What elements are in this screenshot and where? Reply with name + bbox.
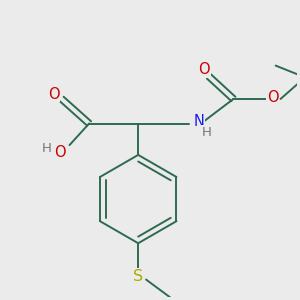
- Text: N: N: [193, 114, 204, 129]
- Text: O: O: [48, 87, 60, 102]
- Text: H: H: [202, 126, 212, 139]
- Text: O: O: [267, 89, 278, 104]
- Text: S: S: [133, 269, 143, 284]
- Text: O: O: [54, 146, 65, 160]
- Text: H: H: [42, 142, 52, 154]
- Text: O: O: [198, 62, 210, 77]
